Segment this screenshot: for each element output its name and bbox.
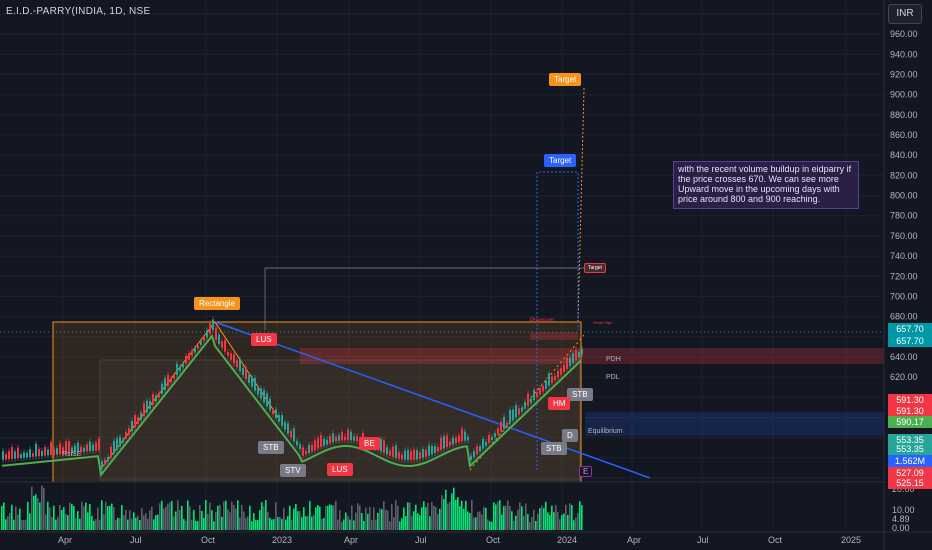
price-tick-label: 880.00 [890, 110, 918, 120]
target-tag-mid[interactable]: Target [544, 154, 577, 167]
target-line-grey [264, 267, 584, 330]
time-tick-label: Oct [486, 535, 501, 545]
price-tick-label: 800.00 [890, 191, 918, 201]
equilibrium-zone [585, 412, 884, 436]
lus-tag-1: LUS [251, 333, 277, 346]
d-tag: D [562, 429, 578, 442]
price-tick-label: 780.00 [890, 211, 918, 221]
idea-note[interactable]: with the recent volume buildup in eidpar… [673, 161, 859, 209]
pdh-zone [300, 348, 884, 364]
weak-high-label: Weak High [593, 320, 613, 325]
be-tag: BE [359, 437, 380, 450]
price-tick-label: 900.00 [890, 90, 918, 100]
stb-tag-2: STB [541, 442, 567, 455]
stb-tag-3: STB [567, 388, 593, 401]
trend-line[interactable] [214, 321, 651, 479]
price-tag: 591.30 [888, 394, 932, 406]
volume-tick-label: 10.00 [892, 505, 915, 515]
price-tick-label: 920.00 [890, 70, 918, 80]
price-tag: 657.70 [888, 323, 932, 335]
grid [0, 0, 884, 532]
price-tag: 525.15 [888, 477, 932, 489]
target-tag-top[interactable]: Target [549, 73, 582, 86]
volume-bars [1, 485, 583, 530]
equilibrium-label: Equilibrium [588, 428, 623, 435]
volume-tick-label: 0.00 [892, 523, 910, 533]
price-tick-label: 740.00 [890, 251, 918, 261]
price-tag: 527.09 [888, 467, 932, 479]
pdl-label: PDL [606, 374, 620, 381]
e-tag: E [579, 466, 593, 477]
stv-tag: STV [280, 464, 306, 477]
price-tag: 590.17 [888, 416, 932, 428]
time-axis[interactable]: Apr Jul Oct 2023 Apr Jul Oct 2024 Apr Jul Oct 2025 [58, 535, 861, 545]
volume-tick-label: 20.00 [892, 484, 915, 494]
hm-tag: HM [548, 397, 571, 410]
time-tick-label: 2023 [272, 535, 292, 545]
lus-tag-2: LUS [327, 463, 353, 476]
time-tick-label: Jul [130, 535, 142, 545]
candles [2, 316, 583, 472]
inner-zone [99, 359, 581, 481]
target-line-orange [577, 87, 585, 323]
premium-label: Premium [530, 318, 554, 324]
pdh-label: PDH [606, 356, 621, 363]
premium-zone [530, 332, 578, 340]
price-tick-label: 700.00 [890, 291, 918, 301]
price-tag: 657.70 [888, 335, 932, 347]
rectangle-tag[interactable]: Rectangle [194, 297, 241, 310]
time-tick-label: 2025 [841, 535, 861, 545]
price-tick-label: 860.00 [890, 130, 918, 140]
volume-tick-label: 4.89 [892, 514, 910, 524]
time-tick-label: Jul [697, 535, 709, 545]
target-tag-small[interactable]: Target [584, 263, 606, 273]
time-tick-label: 2024 [557, 535, 577, 545]
price-tick-label: 640.00 [890, 352, 918, 362]
stb-tag-1: STB [258, 441, 284, 454]
time-tick-label: Jul [415, 535, 427, 545]
price-tick-label: 720.00 [890, 271, 918, 281]
time-tick-label: Apr [344, 535, 358, 545]
price-tag: 591.30 [888, 405, 932, 417]
time-tick-label: Apr [58, 535, 72, 545]
time-tick-label: Oct [201, 535, 216, 545]
price-tick-label: 960.00 [890, 29, 918, 39]
moving-average-line [1, 333, 582, 478]
price-tick-label: 820.00 [890, 170, 918, 180]
time-tick-label: Oct [768, 535, 783, 545]
currency-button[interactable]: INR [888, 4, 922, 24]
price-tag: 1.562M [888, 455, 932, 467]
price-tick-label: 840.00 [890, 150, 918, 160]
price-tick-label: 940.00 [890, 49, 918, 59]
price-tick-label: 760.00 [890, 231, 918, 241]
price-tick-label: 680.00 [890, 312, 918, 322]
price-tag: 553.35 [888, 443, 932, 455]
time-tick-label: Apr [627, 535, 641, 545]
volume-axis[interactable]: 20.00 10.004.890.00 [892, 484, 915, 533]
symbol-title[interactable]: E.I.D.-PARRY(INDIA, 1D, NSE [6, 6, 151, 17]
target-line-blue [536, 171, 579, 470]
price-tick-label: 620.00 [890, 372, 918, 382]
rsise-label: RsiSE [62, 451, 82, 458]
